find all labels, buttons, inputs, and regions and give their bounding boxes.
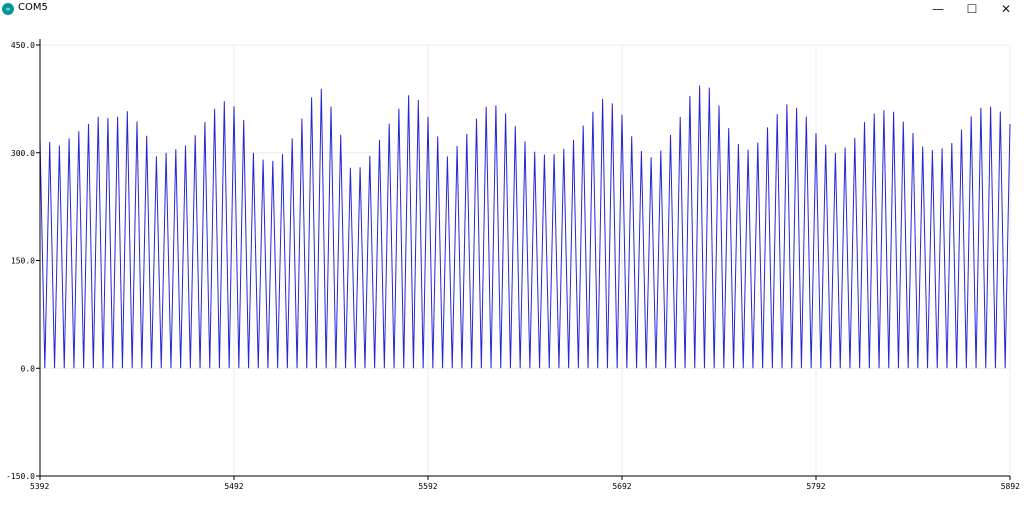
series-line [39, 85, 1011, 369]
data-line [39, 85, 1011, 369]
y-tick-label: 450.0 [11, 41, 35, 50]
y-tick-label: 0.0 [21, 364, 36, 373]
maximize-button[interactable]: ☐ [956, 0, 988, 18]
grid [39, 44, 1011, 477]
x-tick-label: 5692 [612, 482, 631, 491]
x-tick-label: 5492 [224, 482, 243, 491]
x-tick-label: 5592 [418, 482, 437, 491]
serial-plotter-chart: -150.0 0.0 150.0 300.0 450.0 5392 5492 5592 5692… [6, 39, 1020, 491]
window-title: COM5 [18, 2, 48, 13]
maximize-icon: ☐ [966, 2, 978, 16]
axes: -150.0 0.0 150.0 300.0 450.0 5392 5492 5592 5692… [6, 39, 1020, 491]
arduino-icon: ∞ [2, 3, 14, 15]
svg-text:∞: ∞ [6, 6, 10, 13]
y-tick-label: 300.0 [11, 149, 35, 158]
x-tick-label: 5392 [30, 482, 49, 491]
title-bar: ∞ COM5 — ☐ ✕ [0, 0, 1024, 18]
y-tick-label: 150.0 [11, 257, 35, 266]
x-tick-label: 5792 [806, 482, 825, 491]
y-tick-label: -150.0 [6, 472, 35, 481]
x-tick-label: 5892 [1001, 482, 1020, 491]
close-button[interactable]: ✕ [990, 0, 1022, 18]
close-icon: ✕ [1000, 2, 1012, 16]
plot-area: -150.0 0.0 150.0 300.0 450.0 5392 5492 5592 5692… [0, 18, 1024, 501]
minimize-icon: — [932, 2, 944, 16]
minimize-button[interactable]: — [922, 0, 954, 18]
